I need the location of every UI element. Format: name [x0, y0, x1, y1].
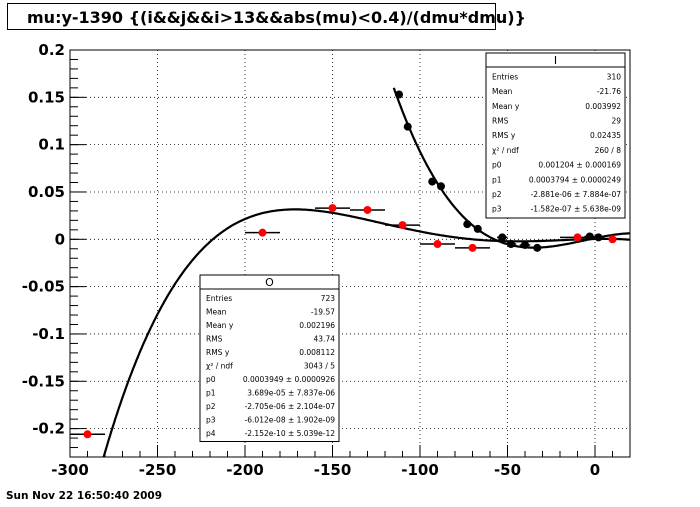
stats-row-value: -6.012e-08 ± 1.902e-09: [245, 415, 336, 424]
x-tick-label: 0: [590, 461, 600, 479]
y-tick-label: 0.2: [38, 41, 65, 59]
stats-row-value: -2.705e-06 ± 2.104e-07: [245, 402, 336, 411]
plot-title-box: mu:y-1390 {(i&&j&&i>13&&abs(mu)<0.4)/(dm…: [7, 3, 526, 30]
stats-row-value: 0.003992: [585, 102, 621, 111]
y-tick-label: 0.05: [28, 183, 65, 201]
stats-row-label: p4: [206, 429, 216, 438]
stats-row-label: Mean y: [492, 102, 520, 111]
stats-box-title: I: [554, 54, 557, 67]
x-tick-label: -200: [226, 461, 264, 479]
y-tick-label: 0.15: [28, 88, 65, 106]
stats-row-value: -2.881e-06 ± 7.884e-07: [531, 190, 622, 199]
data-point-O: [573, 233, 582, 242]
y-tick-label: 0: [55, 230, 65, 248]
stats-row-value: 3043 / 5: [304, 361, 335, 370]
stats-row-label: Entries: [206, 294, 232, 303]
data-point-I: [437, 182, 445, 191]
stats-row-label: Mean: [492, 87, 513, 96]
stats-row-value: 29: [611, 116, 621, 125]
stats-row-label: p0: [206, 375, 216, 384]
data-points: [70, 90, 630, 439]
stats-row-label: RMS: [492, 116, 509, 125]
stats-row-value: 3.689e-05 ± 7.837e-06: [247, 388, 335, 397]
y-tick-label: -0.2: [32, 420, 65, 438]
data-point-O: [258, 228, 267, 237]
y-tick-label: -0.15: [22, 372, 65, 390]
stats-box-frame: [485, 52, 626, 219]
stats-row-value: 0.0003949 ± 0.0000926: [243, 375, 335, 384]
stats-row-label: p2: [492, 190, 502, 199]
stats-row-value: 0.002196: [299, 321, 335, 330]
data-point-I: [585, 232, 594, 241]
data-point-O: [608, 235, 617, 244]
stats-box-title: O: [265, 276, 274, 289]
plot-title: mu:y-1390 {(i&&j&&i>13&&abs(mu)<0.4)/(dm…: [27, 8, 526, 27]
timestamp: Sun Nov 22 16:50:40 2009: [6, 490, 163, 502]
stats-boxes: I Entries 310 Mean -21.76 Mean y 0.003992 RMS 29…: [199, 52, 626, 442]
data-point-I: [498, 233, 507, 242]
stats-row-value: -19.57: [311, 307, 335, 316]
stats-row-label: Mean y: [206, 321, 234, 330]
y-tick-label: -0.1: [32, 325, 65, 343]
stats-row-label: p1: [206, 388, 216, 397]
fit-curve-O: [102, 208, 630, 457]
data-point-I: [507, 240, 515, 249]
x-tick-label: -100: [401, 461, 439, 479]
stats-row-value: -2.152e-10 ± 5.039e-12: [245, 429, 336, 438]
data-point-O: [363, 205, 372, 214]
stats-row-label: Entries: [492, 72, 518, 81]
stats-row-value: 43.74: [314, 334, 336, 343]
stats-box-O: O Entries 723 Mean -19.57 Mean y 0.002196 RMS 43…: [199, 274, 340, 442]
stats-box-I: I Entries 310 Mean -21.76 Mean y 0.003992 RMS 29…: [485, 52, 626, 219]
stats-row-label: Mean: [206, 307, 227, 316]
stats-row-value: 310: [607, 72, 622, 81]
stats-row-value: 0.02435: [590, 131, 621, 140]
stats-row-label: RMS y: [492, 131, 516, 140]
stats-row-value: -1.582e-07 ± 5.638e-09: [531, 205, 622, 214]
data-point-I: [533, 243, 542, 252]
stats-box-frame: [199, 274, 340, 442]
stats-row-value: 0.008112: [299, 348, 335, 357]
data-point-O: [328, 204, 337, 213]
stats-row-label: RMS y: [206, 348, 230, 357]
data-point-I: [473, 224, 482, 233]
stats-row-label: p3: [492, 205, 502, 214]
stats-row-value: 260 / 8: [595, 146, 622, 155]
data-point-I: [395, 90, 403, 99]
data-point-I: [594, 233, 603, 242]
data-point-O: [468, 243, 477, 252]
data-point-O: [398, 221, 407, 230]
stats-row-label: p1: [492, 175, 502, 184]
stats-row-label: RMS: [206, 334, 223, 343]
data-point-O: [433, 240, 442, 249]
x-tick-label: -250: [139, 461, 177, 479]
x-tick-label: -300: [51, 461, 89, 479]
data-point-I: [428, 177, 437, 186]
axes: -300 -250 -200 -150 -100 -50 0 -0.2 -0.15 -0.1 -0.…: [22, 41, 631, 479]
data-point-I: [463, 220, 472, 229]
stats-row-label: p0: [492, 161, 502, 170]
stats-row-label: p2: [206, 402, 216, 411]
y-tick-label: 0.1: [38, 136, 65, 154]
stats-row-value: 0.001204 ± 0.000169: [538, 161, 621, 170]
data-point-O: [83, 430, 92, 439]
stats-row-value: -21.76: [597, 87, 621, 96]
stats-row-value: 0.0003794 ± 0.0000249: [529, 175, 621, 184]
x-tick-label: -150: [314, 461, 352, 479]
stats-row-label: χ² / ndf: [206, 361, 233, 370]
y-tick-label: -0.05: [22, 278, 65, 296]
data-point-I: [521, 240, 529, 249]
stats-row-label: p3: [206, 415, 216, 424]
stats-row-label: χ² / ndf: [492, 146, 519, 155]
x-tick-label: -50: [494, 461, 521, 479]
data-point-I: [403, 122, 412, 131]
stats-row-value: 723: [321, 294, 336, 303]
